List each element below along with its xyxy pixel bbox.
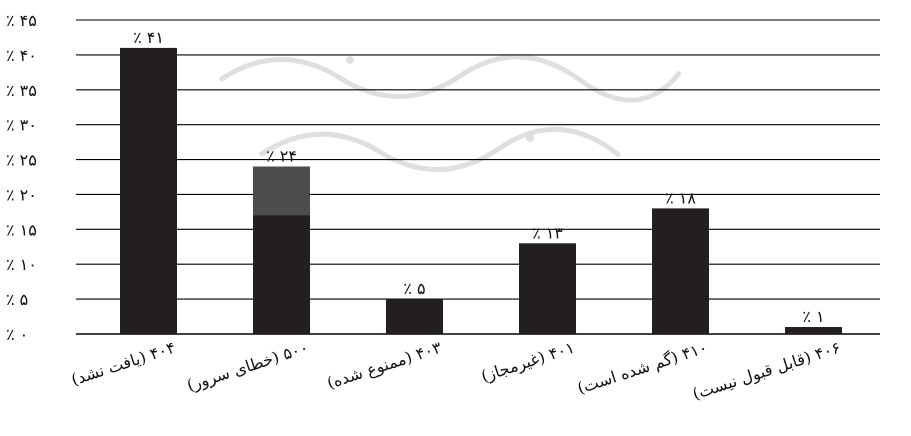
bar-value-label: ٪ ۲۴: [266, 147, 297, 166]
bar: [386, 299, 443, 334]
y-tick-label: ٪ ۲۵: [6, 151, 37, 170]
x-axis-tick-labels: (یافت نشد) ۴۰۴(خطای سرور) ۵۰۰ (ممنوع شده)…: [69, 338, 843, 404]
y-tick-label: ٪ ۵: [6, 290, 28, 309]
bar-value-labels: ٪ ۴۱ ٪ ۲۴ ٪ ۵ ٪ ۱۳ ٪ ۱۸ ٪ ۱: [133, 28, 825, 326]
y-tick-label: ٪ ۳۰: [6, 116, 37, 135]
y-tick-label: ٪ ۴۵: [6, 11, 37, 30]
bar-value-label: ٪ ۴۱: [133, 28, 164, 47]
bar: [120, 47, 177, 335]
bar: [519, 243, 576, 334]
y-tick-label: ٪ ۳۵: [6, 81, 37, 100]
y-tick-label: ٪ ۱۰: [6, 255, 37, 274]
x-tick-label: (قابل قبول نیست) ۴۰۶: [690, 338, 843, 404]
x-tick-label: (ممنوع شده) ۴۰۳: [325, 338, 445, 393]
bars: [120, 47, 842, 335]
grid-lines: [76, 19, 880, 335]
x-tick-label: (گم شده است) ۴۱۰: [575, 338, 710, 398]
bar-value-label: ٪ ۱۳: [532, 223, 563, 242]
x-tick-label: (یافت نشد) ۴۰۴: [69, 338, 178, 390]
bar-value-label: ٪ ۱۸: [665, 188, 696, 207]
y-tick-label: ٪ ۱۵: [6, 220, 37, 239]
y-axis-tick-labels: ٪ ۰ ٪ ۵ ٪ ۱۰ ٪ ۱۵ ٪ ۲۰ ٪ ۲۵ ٪ ۳۰ ٪ ۳۵ ٪ ۴۰ ٪ ۴۵: [6, 11, 37, 344]
bar: [652, 208, 709, 334]
x-tick-label: (خطای سرور) ۵۰۰: [185, 338, 311, 395]
bar-highlight-segment: [253, 166, 310, 216]
y-tick-label: ٪ ۴۰: [6, 46, 37, 65]
bar-value-label: ٪ ۱: [802, 307, 824, 326]
y-tick-label: ٪ ۰: [6, 325, 28, 344]
bar: [785, 327, 842, 334]
y-tick-label: ٪ ۲۰: [6, 185, 37, 204]
bar-value-label: ٪ ۵: [403, 279, 425, 298]
x-tick-label: (غیرمجاز) ۴۰۱: [479, 338, 577, 386]
